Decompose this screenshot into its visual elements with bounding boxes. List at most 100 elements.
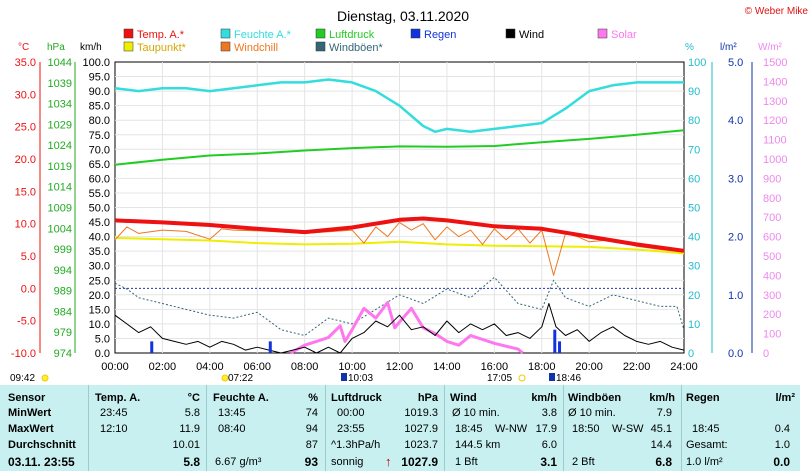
column-divider <box>563 385 564 471</box>
rain-tick-label: 1.0 <box>728 290 743 302</box>
temp-tick-label: 0.0 <box>21 283 36 295</box>
header-press: Luftdruck <box>331 392 382 404</box>
wind-tick-label: 90.0 <box>89 86 110 98</box>
wind-tick-label: 85.0 <box>89 101 110 113</box>
temp-tick-label: 20.0 <box>15 154 36 166</box>
pressure-tick-label: 1019 <box>48 161 72 173</box>
solar-tick-label: 1000 <box>763 154 787 166</box>
pressure-tick-label: 989 <box>54 286 72 298</box>
legend-swatch <box>597 28 608 39</box>
wind-avg10-value: 3.8 <box>541 407 557 419</box>
solar-tick-label: 0 <box>763 348 769 360</box>
legend-label: Windchill <box>234 42 278 54</box>
rain-tick-label: 3.0 <box>728 173 743 185</box>
wind-tick-label: 5.0 <box>95 333 110 345</box>
humidity-tick-label: 40 <box>688 232 700 244</box>
time-tick-label: 14:00 <box>433 361 461 373</box>
rain-bar <box>268 341 272 353</box>
time-tick-label: 02:00 <box>149 361 177 373</box>
pressure-tick-label: 1014 <box>48 182 72 194</box>
wind-tick-label: 60.0 <box>89 173 110 185</box>
press-min-value: 1019.3 <box>404 407 438 419</box>
series-line-taupunkt <box>114 236 685 255</box>
time-tick-label: 10:00 <box>338 361 366 373</box>
temp-tick-label: 25.0 <box>15 122 36 134</box>
wind-bft: 1 Bft <box>455 456 478 468</box>
sun-icon <box>41 374 49 382</box>
rain-tick-label: 5.0 <box>728 57 743 69</box>
header-gust: Windböen <box>568 392 622 404</box>
solar-tick-label: 700 <box>763 212 781 224</box>
rain-bar <box>553 329 557 353</box>
pressure-tick-label: 1039 <box>48 78 72 90</box>
press-max-time: 23:55 <box>337 423 365 435</box>
solar-tick-label: 800 <box>763 193 781 205</box>
pressure-tick-label: 1004 <box>48 223 72 235</box>
header-rain: Regen <box>686 392 720 404</box>
press-now-value: 1027.9 <box>401 455 438 469</box>
solar-tick-label: 1100 <box>763 135 787 147</box>
wind-tick-label: 75.0 <box>89 130 110 142</box>
pressure-tick-label: 1024 <box>48 140 72 152</box>
header-gust-unit: km/h <box>649 392 675 404</box>
header-sensor: Sensor <box>8 392 46 404</box>
column-divider <box>325 385 326 471</box>
wind-tick-label: 100.0 <box>82 57 110 69</box>
wind-now-value: 3.1 <box>540 455 557 469</box>
column-divider <box>206 385 207 471</box>
press-max-value: 1027.9 <box>404 423 438 435</box>
wind-tick-label: 65.0 <box>89 159 110 171</box>
hum-now-abs: 6.67 g/m³ <box>215 456 262 468</box>
solar-tick-label: 500 <box>763 251 781 263</box>
solar-tick-label: 1300 <box>763 96 787 108</box>
header-temp-unit: °C <box>187 392 200 404</box>
wind-tick-label: 45.0 <box>89 217 110 229</box>
solar-tick-label: 400 <box>763 270 781 282</box>
humidity-tick-label: 30 <box>688 261 700 273</box>
temp-tick-label: -10.0 <box>11 348 36 360</box>
series-line-wind <box>114 303 685 354</box>
legend-label: Windböen* <box>329 42 384 54</box>
header-hum-unit: % <box>308 392 318 404</box>
wind-tick-label: 50.0 <box>89 203 110 215</box>
legend-swatch <box>315 41 326 52</box>
copyright-label: © Weber Mike <box>745 6 809 17</box>
humidity-tick-label: 80 <box>688 115 700 127</box>
humidity-tick-label: 60 <box>688 173 700 185</box>
marker-label: 18:46 <box>556 373 581 384</box>
rain-total-label: Gesamt: <box>686 439 728 451</box>
pressure-tick-label: 974 <box>54 348 72 360</box>
gust-avg10-value: 7.9 <box>656 407 672 419</box>
time-tick-label: 12:00 <box>386 361 414 373</box>
temp-tick-label: 5.0 <box>21 251 36 263</box>
pressure-tick-label: 979 <box>54 327 72 339</box>
solar-tick-label: 1400 <box>763 76 787 88</box>
gust-max-time: 18:50 <box>572 423 600 435</box>
legend-swatch <box>123 28 134 39</box>
temp-min-time: 23:45 <box>100 407 128 419</box>
gust-bft: 2 Bft <box>572 456 595 468</box>
temp-now-value: 5.8 <box>183 455 200 469</box>
rain-max-value: 0.4 <box>774 423 790 435</box>
rain-bar <box>558 341 562 353</box>
pressure-axis-unit: hPa <box>47 42 65 53</box>
wind-max-value: 17.9 <box>535 423 557 435</box>
wind-tick-label: 55.0 <box>89 188 110 200</box>
marker-label: 09:42 <box>10 373 35 384</box>
legend-swatch <box>410 28 421 39</box>
temp-tick-label: 30.0 <box>15 89 36 101</box>
hum-avg-value: 87 <box>305 439 318 451</box>
humidity-tick-label: 50 <box>688 203 700 215</box>
series-line-windben <box>114 276 685 336</box>
wind-avg-value: 6.0 <box>541 439 557 451</box>
time-tick-label: 22:00 <box>623 361 651 373</box>
press-trend: ^1.3hPa/h <box>331 439 381 451</box>
time-tick-label: 00:00 <box>101 361 129 373</box>
solar-tick-label: 300 <box>763 290 781 302</box>
pressure-tick-label: 984 <box>54 306 72 318</box>
press-min-time: 00:00 <box>337 407 365 419</box>
legend-label: Regen <box>424 29 456 41</box>
solar-axis-unit: W/m² <box>758 42 783 53</box>
temp-axis-unit: °C <box>18 42 29 53</box>
hum-min-value: 74 <box>305 407 318 419</box>
